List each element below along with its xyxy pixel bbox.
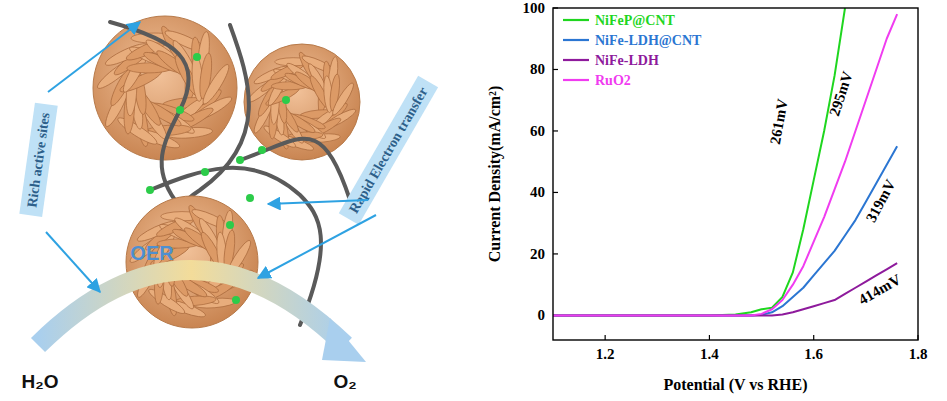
reactant-label: H₂O <box>22 371 59 392</box>
y-tick-label: 60 <box>530 123 545 139</box>
chart: 0 20 40 60 80 100 1.2 1.4 1.6 1.8 Potential (V vs … <box>486 0 927 394</box>
sphere <box>244 44 360 160</box>
legend-swatch <box>563 79 589 81</box>
annotation: 414mV <box>856 271 904 308</box>
legend-label: RuO2 <box>595 73 631 88</box>
y-tick <box>553 69 558 70</box>
y-tick-label: 80 <box>530 61 545 77</box>
annotation: 261mV <box>767 97 791 145</box>
series-line <box>553 14 897 315</box>
x-tick <box>813 335 814 340</box>
legend-label: NiFeP@CNT <box>595 13 676 28</box>
annotation: 295mV <box>826 69 855 118</box>
x-tick <box>709 335 710 340</box>
series-group <box>553 8 897 315</box>
petal <box>330 81 356 117</box>
x-tick-label: 1.2 <box>596 346 615 362</box>
nanotube <box>110 22 189 200</box>
contact-dot <box>193 53 201 61</box>
x-axis-title: Potential (V vs RHE) <box>663 376 807 394</box>
legend-swatch <box>563 19 589 21</box>
x-tick-label: 1.4 <box>700 346 719 362</box>
contact-dot <box>176 106 184 114</box>
callout-box <box>339 76 438 225</box>
contact-dot <box>232 296 240 304</box>
series-line <box>553 146 897 315</box>
annotation: 319mV <box>863 177 899 225</box>
nanoflower <box>244 44 360 160</box>
reaction-arc <box>38 270 345 345</box>
y-tick <box>553 192 558 193</box>
callout-box <box>19 103 57 217</box>
petal <box>200 62 233 106</box>
contact-dot <box>282 96 290 104</box>
callout-arrow <box>268 200 368 204</box>
callout-text: Rapid Electron transfer <box>346 85 430 216</box>
canvas: OER H₂O O₂ Rich active sites Rapid Electron … <box>0 0 947 401</box>
y-tick-label: 0 <box>538 307 546 323</box>
y-tick-label: 40 <box>530 184 545 200</box>
y-axis-title: Current Density(mA/cm²) <box>486 86 504 262</box>
callout: Rich active sites <box>19 103 57 217</box>
y-tick-label: 100 <box>523 0 546 16</box>
legend-swatch <box>563 59 589 61</box>
legend-swatch <box>563 39 589 41</box>
y-tick-label: 20 <box>530 246 545 262</box>
callout-text: Rich active sites <box>24 111 52 208</box>
callout-arrow <box>46 232 100 292</box>
product-label: O₂ <box>333 371 356 392</box>
contact-dot <box>146 186 154 194</box>
x-tick-label: 1.6 <box>804 346 823 362</box>
callout: Rapid Electron transfer <box>339 76 438 225</box>
contact-dot <box>236 156 244 164</box>
x-tick <box>605 335 606 340</box>
y-tick <box>553 130 558 131</box>
nanotube <box>240 139 350 200</box>
contact-dot <box>201 168 209 176</box>
plot-frame <box>553 8 918 340</box>
diagram: OER H₂O O₂ Rich active sites Rapid Electron … <box>19 16 438 392</box>
contact-dot <box>246 194 254 202</box>
x-tick-label: 1.8 <box>909 346 928 362</box>
reaction-label: OER <box>130 242 174 264</box>
y-tick <box>553 253 558 254</box>
reaction-arrow-head <box>322 318 366 362</box>
series-line <box>553 263 897 315</box>
legend-label: NiFe-LDH@CNT <box>595 33 702 48</box>
contact-dot <box>226 221 234 229</box>
callout-arrow <box>258 215 376 278</box>
legend-label: NiFe-LDH <box>595 53 659 68</box>
callout-arrow <box>48 22 140 92</box>
contact-dot <box>258 146 266 154</box>
legend: NiFeP@CNT NiFe-LDH@CNT NiFe-LDH RuO2 <box>563 13 702 88</box>
